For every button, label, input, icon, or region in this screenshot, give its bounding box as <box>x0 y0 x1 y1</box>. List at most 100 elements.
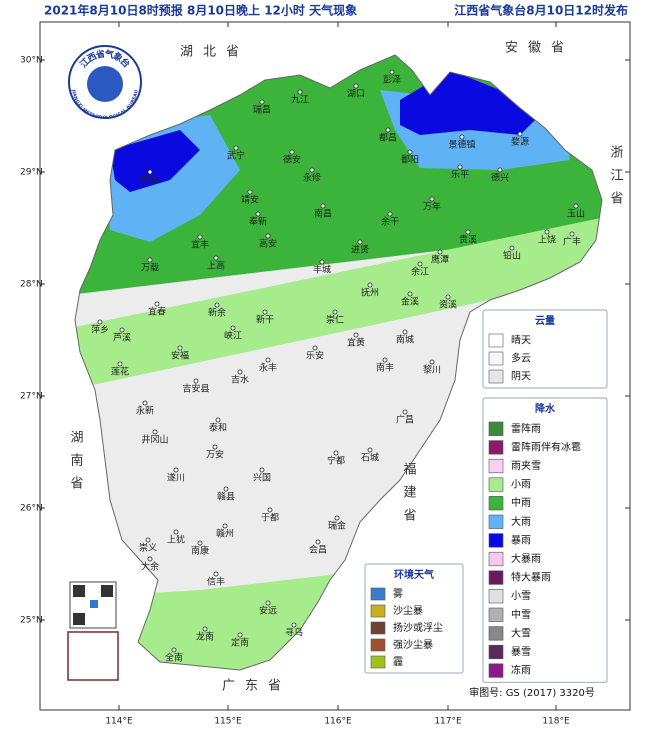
city-label: 安福 <box>171 350 189 362</box>
city-label: 吉水 <box>231 374 249 386</box>
legend-swatch <box>488 644 504 660</box>
legend-label: 大雨 <box>511 515 531 528</box>
light-rain-band <box>75 212 602 392</box>
city-dot <box>213 255 219 261</box>
lon-label: 118°E <box>542 717 570 727</box>
city-label: 赣县 <box>217 491 235 503</box>
lon-label: 117°E <box>434 717 462 727</box>
review-number: 审图号: GS (2017) 3320号 <box>469 686 595 699</box>
city-dot <box>417 261 423 267</box>
legend-label: 冻雨 <box>511 664 531 677</box>
city-label: 玉山 <box>567 209 585 220</box>
city-dot <box>152 429 158 435</box>
legend-swatch <box>488 369 504 384</box>
province-label: 浙江省 <box>608 145 624 214</box>
city-dot <box>147 169 153 175</box>
header-left: 2021年8月10日8时预报 8月10日晚上 12小时 天气现象 <box>44 3 357 18</box>
city-dot <box>367 447 373 453</box>
city-dot <box>407 149 413 155</box>
city-dot <box>291 622 297 628</box>
legend-swatch <box>370 621 386 635</box>
legend-swatch <box>488 440 504 455</box>
city-dot <box>385 127 391 133</box>
city-dot <box>569 231 575 237</box>
legend-label: 阴天 <box>511 371 531 383</box>
legend-swatch <box>488 514 504 529</box>
city-dot <box>97 319 103 325</box>
legend-label: 暴雨 <box>511 534 531 546</box>
city-label: 鹰潭 <box>431 254 449 266</box>
city-label: 广丰 <box>563 236 581 248</box>
city-dot <box>437 249 443 255</box>
city-label: 高安 <box>259 238 277 250</box>
city-dot <box>353 332 359 338</box>
province-label: 福建省 <box>401 462 417 531</box>
city-label: 彭泽 <box>383 74 401 86</box>
city-dot <box>142 400 148 406</box>
province-border <box>74 54 603 671</box>
city-dot <box>315 539 321 545</box>
city-dot <box>197 540 203 546</box>
header-right: 江西省气象台8月10日12时发布 <box>454 3 628 18</box>
city-dot <box>154 301 160 307</box>
city-dot <box>255 211 261 217</box>
city-dot <box>145 537 151 543</box>
city-label: 安远 <box>259 605 277 617</box>
qr-dot <box>90 600 98 608</box>
legend-label: 大雪 <box>511 626 531 639</box>
city-dot <box>213 571 219 577</box>
city-label: 宜丰 <box>191 239 209 251</box>
legend-swatch <box>488 351 504 366</box>
city-label: 赣州 <box>216 528 234 540</box>
legend-title: 云量 <box>535 314 555 327</box>
city-label: 全南 <box>165 652 183 664</box>
legend-box <box>482 309 608 389</box>
city-dot <box>357 239 363 245</box>
legend-title: 环境天气 <box>394 568 434 581</box>
city-dot <box>353 83 359 89</box>
city-dot <box>265 233 271 239</box>
city-label: 南城 <box>396 334 414 346</box>
lat-label: 27°N <box>20 392 43 402</box>
lon-label: 116°E <box>324 717 352 727</box>
legend-swatch <box>370 587 386 601</box>
city-label: 芦溪 <box>113 332 131 344</box>
city-dot <box>312 345 318 351</box>
city-label: 永丰 <box>259 362 277 374</box>
city-label: 寻乌 <box>285 627 303 639</box>
city-dot <box>334 515 340 521</box>
city-label: 宁都 <box>327 455 345 467</box>
city-label: 修水 <box>141 174 159 186</box>
city-label: 崇义 <box>139 543 157 554</box>
city-label: 南昌 <box>314 208 332 220</box>
city-dot <box>407 291 413 297</box>
legend-label: 暴雪 <box>511 646 531 658</box>
city-dot <box>497 167 503 173</box>
city-dot <box>215 417 221 423</box>
logo-text: 江西省气象台 <box>77 47 133 70</box>
legend-label: 扬沙或浮尘 <box>393 621 443 634</box>
lon-label: 115°E <box>214 717 242 727</box>
city-dot <box>173 467 179 473</box>
city-label: 定南 <box>231 637 249 649</box>
city-dot <box>171 647 177 653</box>
lat-label: 26°N <box>20 504 43 514</box>
city-label: 南康 <box>191 545 209 557</box>
qr-corner <box>101 585 113 597</box>
city-label: 新余 <box>208 307 226 319</box>
city-dot <box>177 345 183 351</box>
city-label: 峡江 <box>224 330 242 342</box>
city-dot <box>429 196 435 202</box>
legend-label: 沙尘暴 <box>393 605 423 617</box>
city-dot <box>320 203 326 209</box>
legend-label: 中雪 <box>511 608 531 621</box>
city-label: 会昌 <box>309 544 327 556</box>
city-dot <box>289 149 295 155</box>
city-label: 龙南 <box>196 631 214 643</box>
city-label: 金溪 <box>401 296 419 308</box>
city-dot <box>333 450 339 456</box>
lat-label: 28°N <box>20 280 43 290</box>
city-label: 莲花 <box>111 366 129 378</box>
province-label: 湖北省 <box>180 45 249 60</box>
city-dot <box>223 486 229 492</box>
